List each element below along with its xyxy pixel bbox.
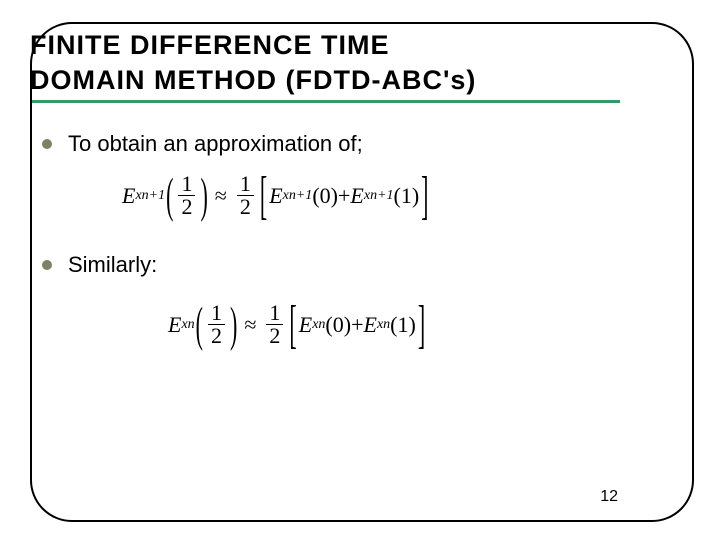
eq2-rbracket: ] [418, 293, 425, 355]
bullet-text-2: Similarly: [68, 252, 157, 277]
eq2-t1-arg: 0 [333, 312, 344, 338]
eq1-approx: ≈ [215, 183, 227, 209]
eq1-lhs-frac: 12 [178, 173, 195, 218]
bullet-text-1: To obtain an approximation of; [68, 131, 363, 156]
title-line-2: DOMAIN METHOD (FDTD-ABC's) [30, 65, 690, 96]
equation-2: Exn ( 12 ) ≈ 12 [ Exn(0) + Exn(1) ] [168, 302, 690, 347]
eq2-rparen: ) [230, 296, 237, 353]
eq1-t1-var: E [269, 183, 282, 209]
eq1-lbracket: [ [260, 164, 267, 226]
eq2-lparen: ( [196, 296, 203, 353]
eq2-coef-frac: 12 [266, 302, 283, 347]
bullet-item-2: Similarly: Exn ( 12 ) ≈ 12 [ Exn(0) + Ex… [40, 252, 690, 347]
eq2-lhs-frac: 12 [208, 302, 225, 347]
page-number: 12 [600, 488, 618, 506]
eq2-t1-var: E [299, 312, 312, 338]
eq2-lhs-sup: n [188, 317, 195, 333]
equation-1: Exn+1 ( 12 ) ≈ 12 [ Exn+1(0) + Exn+1(1) … [122, 173, 690, 218]
title-line-1: FINITE DIFFERENCE TIME [30, 30, 690, 61]
eq1-t2-sup: n+1 [370, 188, 393, 204]
eq2-t1-sup: n [318, 317, 325, 333]
bullet-dot-icon [42, 260, 52, 270]
eq1-t1-arg: 0 [320, 183, 331, 209]
eq1-lhs-var: E [122, 183, 135, 209]
eq2-plus: + [351, 312, 363, 338]
eq2-t2-sup: n [383, 317, 390, 333]
eq1-lparen: ( [166, 167, 173, 224]
eq2-approx: ≈ [244, 312, 256, 338]
eq1-t2-var: E [350, 183, 363, 209]
bullet-list: To obtain an approximation of; Exn+1 ( 1… [40, 131, 690, 347]
eq1-rparen: ) [200, 167, 207, 224]
eq2-t2-var: E [363, 312, 376, 338]
title-block: FINITE DIFFERENCE TIME DOMAIN METHOD (FD… [30, 30, 690, 103]
eq2-lhs-var: E [168, 312, 181, 338]
eq2-lbracket: [ [289, 293, 296, 355]
eq2-t2-arg: 1 [397, 312, 408, 338]
title-underline [30, 100, 620, 103]
eq1-coef-frac: 12 [237, 173, 254, 218]
eq1-t1-sup: n+1 [289, 188, 312, 204]
eq1-t2-arg: 1 [401, 183, 412, 209]
bullet-item-1: To obtain an approximation of; Exn+1 ( 1… [40, 131, 690, 218]
bullet-dot-icon [42, 139, 52, 149]
eq1-lhs-sup: n+1 [142, 188, 165, 204]
eq1-rbracket: ] [421, 164, 428, 226]
eq1-plus: + [338, 183, 350, 209]
slide: FINITE DIFFERENCE TIME DOMAIN METHOD (FD… [0, 0, 720, 540]
